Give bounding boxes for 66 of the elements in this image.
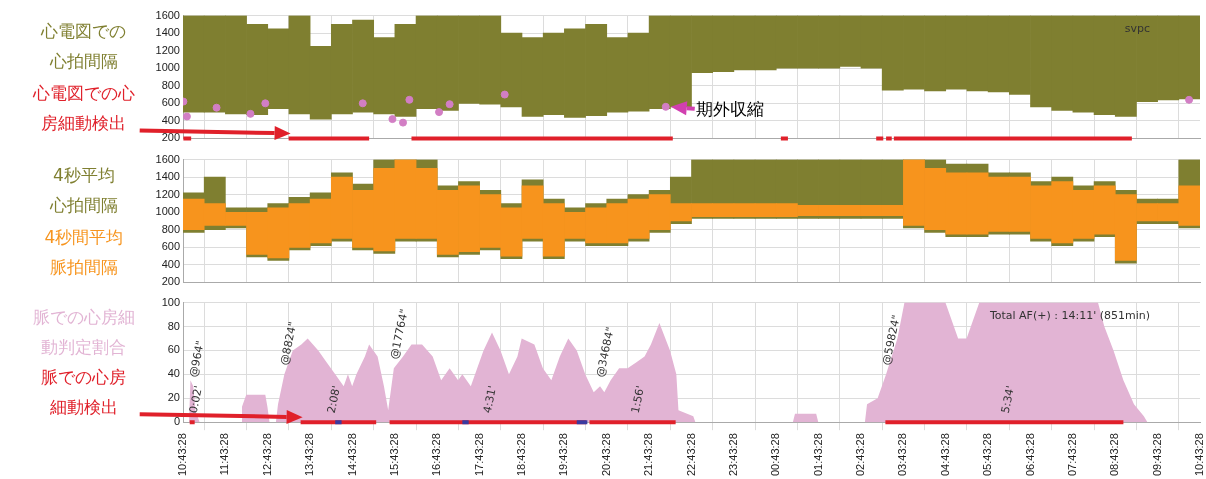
annotation: @59824" [879, 314, 904, 367]
y-tick-label: 20 [167, 391, 180, 404]
x-tick-label: 03:43:28 [896, 433, 909, 477]
annotation: 1:56' [628, 384, 647, 415]
y-tick-label: 400 [161, 257, 180, 270]
annotation: 4:31' [480, 384, 500, 415]
x-tick-label: 21:43:28 [642, 433, 655, 477]
y-tick-label: 200 [161, 275, 180, 288]
x-tick-label: 19:43:28 [557, 433, 570, 477]
text: 心電図での心拍間隔 [40, 20, 128, 74]
text: 脈での心房細動判定割合 [32, 306, 136, 360]
annotation: 2:08' [324, 384, 344, 415]
annotation: 期外収縮 [695, 97, 764, 121]
y-tick-label: 600 [161, 240, 180, 253]
annotation: 5:34' [998, 384, 1017, 415]
x-tick-label: 18:43:28 [515, 433, 528, 477]
x-tick-label: 08:43:28 [1108, 433, 1121, 477]
text: 4秒間平均脈拍間隔 [43, 225, 125, 279]
x-tick-label: 12:43:28 [260, 433, 273, 477]
y-tick-label: 1600 [155, 8, 180, 21]
text: 脈での心房細動検出 [40, 366, 128, 420]
x-tick-label: 02:43:28 [854, 433, 867, 477]
annotation: @964" [186, 339, 208, 379]
y-tick-label: 400 [161, 113, 180, 126]
annotation: @34684" [593, 326, 618, 379]
annotation: @17764" [387, 308, 411, 361]
x-tick-label: 01:43:28 [811, 433, 824, 477]
x-tick-label: 06:43:28 [1023, 433, 1036, 477]
annotation: @8824" [278, 320, 300, 367]
x-tick-label: 10:43:28 [176, 433, 189, 477]
y-tick-label: 800 [161, 78, 180, 91]
y-tick-label: 0 [173, 415, 180, 428]
x-tick-label: 07:43:28 [1065, 433, 1078, 477]
y-tick-label: 1400 [155, 170, 180, 183]
y-tick-label: 1400 [155, 26, 180, 39]
x-tick-label: 22:43:28 [684, 433, 697, 477]
text: 心電図での心房細動検出 [32, 81, 136, 135]
x-tick-label: 16:43:28 [430, 433, 443, 477]
annotation: svpc [1124, 21, 1150, 35]
x-tick-label: 17:43:28 [472, 433, 485, 477]
annotation: Total AF(+) : 14:11' (851min) [989, 308, 1150, 322]
y-tick-label: 80 [167, 319, 180, 332]
x-tick-label: 13:43:28 [303, 433, 316, 477]
annotation: 0:02' [186, 384, 206, 415]
y-tick-label: 600 [161, 96, 180, 109]
y-tick-label: 1600 [155, 152, 180, 165]
y-tick-label: 1200 [155, 43, 180, 56]
x-tick-label: 23:43:28 [726, 433, 739, 477]
x-tick-label: 00:43:28 [769, 433, 782, 477]
x-tick-label: 15:43:28 [387, 433, 400, 477]
y-tick-label: 1000 [155, 205, 180, 218]
x-tick-label: 11:43:28 [218, 433, 231, 476]
x-tick-label: 20:43:28 [599, 433, 612, 477]
y-tick-label: 100 [161, 295, 180, 308]
x-tick-label: 09:43:28 [1150, 433, 1163, 477]
y-tick-label: 200 [161, 131, 180, 144]
text: 4秒平均心拍間隔 [49, 164, 119, 218]
y-tick-label: 40 [167, 367, 180, 380]
x-tick-label: 14:43:28 [345, 433, 358, 477]
y-tick-label: 1000 [155, 61, 180, 74]
y-tick-label: 800 [161, 222, 180, 235]
x-tick-label: 10:43:28 [1193, 433, 1206, 477]
y-tick-label: 1200 [155, 187, 180, 200]
x-tick-label: 04:43:28 [938, 433, 951, 477]
y-tick-label: 60 [167, 343, 180, 356]
x-tick-label: 05:43:28 [981, 433, 994, 477]
